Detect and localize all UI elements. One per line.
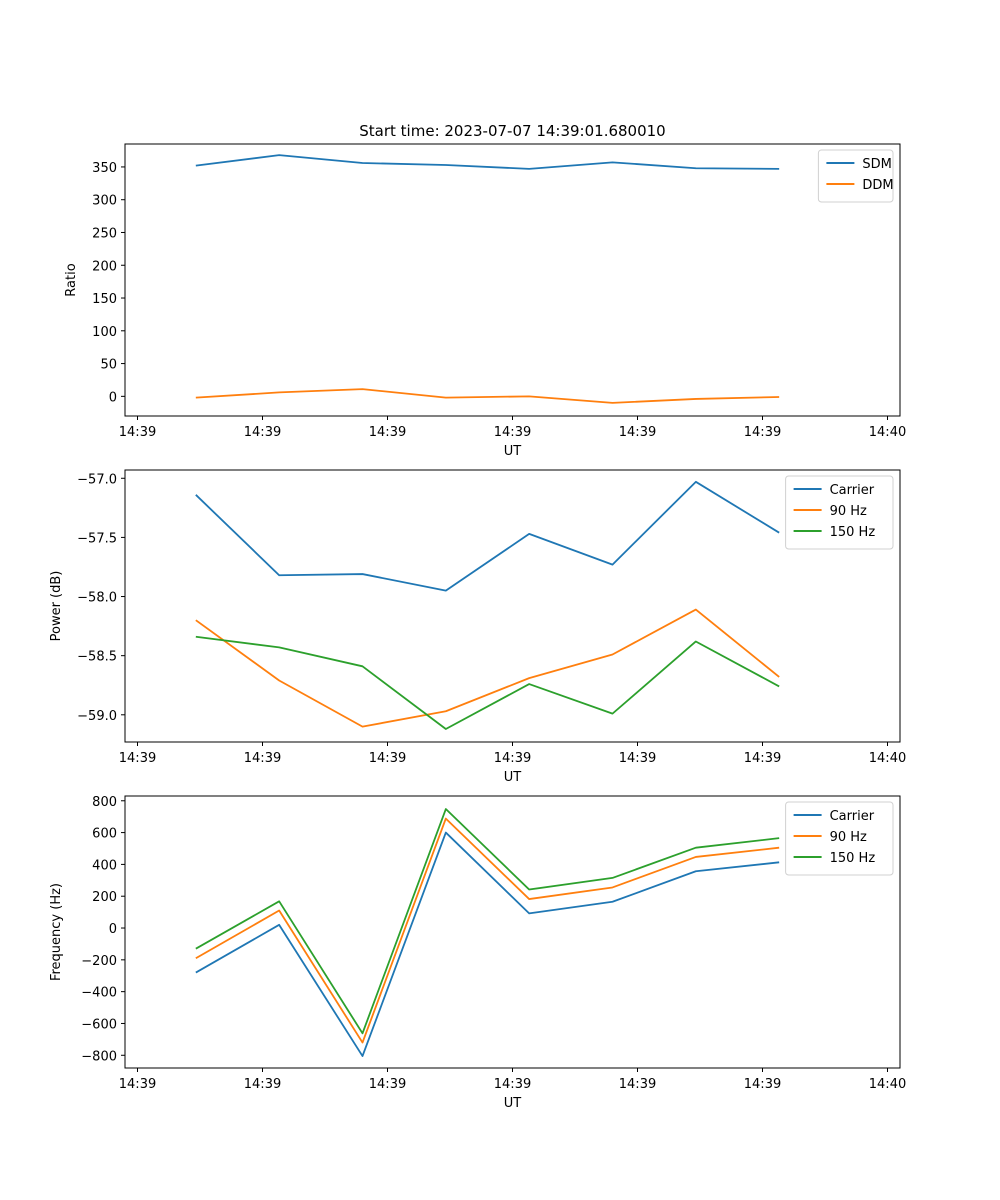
x-tick-label: 14:40 (869, 1077, 906, 1092)
series-line-carrier (195, 831, 780, 1057)
legend-label: 150 Hz (830, 525, 876, 540)
x-tick-label: 14:39 (494, 1077, 531, 1092)
legend-label: 90 Hz (830, 830, 867, 845)
y-tick-label: 100 (92, 325, 117, 340)
legend-label: Carrier (830, 483, 875, 498)
series-line-carrier (195, 480, 780, 592)
x-tick-label: 14:39 (244, 1077, 281, 1092)
y-tick-label: 200 (92, 890, 117, 905)
series-line-sdm (195, 154, 780, 170)
y-tick-label: 150 (92, 292, 117, 307)
x-tick-label: 14:39 (369, 751, 406, 766)
chart-title: Start time: 2023-07-07 14:39:01.680010 (359, 122, 665, 140)
y-tick-label: 400 (92, 858, 117, 873)
y-axis-label: Power (dB) (49, 571, 64, 642)
y-axis-label: Ratio (64, 263, 79, 296)
x-tick-label: 14:39 (619, 751, 656, 766)
legend: Carrier 90 Hz 150 Hz (785, 475, 894, 550)
chart-panel-1: Start time: 2023-07-07 14:39:01.680010 14… (64, 122, 906, 459)
legend-label: DDM (862, 178, 893, 193)
x-tick-label: 14:39 (244, 751, 281, 766)
series-line-150-hz (195, 808, 780, 1035)
x-tick-label: 14:39 (119, 425, 156, 440)
x-tick-label: 14:39 (619, 425, 656, 440)
y-tick-label: 600 (92, 827, 117, 842)
x-tick-label: 14:39 (744, 1077, 781, 1092)
chart-panel-3: 14:39 14:39 14:39 14:39 14:39 14:39 14:40 −800 −… (49, 795, 906, 1111)
y-tick-label: 300 (92, 194, 117, 209)
x-tick-label: 14:40 (869, 751, 906, 766)
legend: Carrier 90 Hz 150 Hz (785, 801, 894, 876)
y-tick-label: 250 (92, 226, 117, 241)
y-tick-label: 0 (109, 922, 117, 937)
chart-panel-2: 14:39 14:39 14:39 14:39 14:39 14:39 14:40 −59.0… (49, 469, 906, 785)
y-tick-label: −400 (81, 986, 117, 1001)
x-tick-label: 14:39 (494, 425, 531, 440)
x-tick-label: 14:39 (119, 751, 156, 766)
x-tick-label: 14:39 (369, 1077, 406, 1092)
legend-label: 90 Hz (830, 504, 867, 519)
x-axis-label: UT (504, 1096, 522, 1111)
y-tick-label: 0 (109, 390, 117, 405)
series-line-90-hz (195, 608, 780, 728)
x-tick-label: 14:39 (369, 425, 406, 440)
x-tick-label: 14:40 (869, 425, 906, 440)
y-tick-label: −59.0 (77, 709, 117, 724)
y-tick-label: −57.5 (77, 531, 117, 546)
x-tick-label: 14:39 (494, 751, 531, 766)
y-tick-label: −58.0 (77, 591, 117, 606)
y-tick-label: 50 (100, 358, 117, 373)
series-line-ddm (195, 388, 780, 404)
y-tick-label: 350 (92, 161, 117, 176)
x-tick-label: 14:39 (119, 1077, 156, 1092)
y-axis-label: Frequency (Hz) (49, 883, 64, 981)
y-tick-label: −600 (81, 1017, 117, 1032)
y-tick-label: 800 (92, 795, 117, 810)
x-tick-label: 14:39 (244, 425, 281, 440)
axes-frame (124, 469, 901, 743)
y-tick-label: −58.5 (77, 650, 117, 665)
series-line-150-hz (195, 635, 780, 730)
legend-label: 150 Hz (830, 851, 876, 866)
y-tick-label: −800 (81, 1049, 117, 1064)
series-line-90-hz (195, 817, 780, 1044)
legend: SDM DDM (817, 149, 894, 203)
y-tick-label: −200 (81, 954, 117, 969)
y-tick-label: 200 (92, 259, 117, 274)
x-tick-label: 14:39 (744, 751, 781, 766)
legend-label: SDM (862, 157, 891, 172)
x-axis-label: UT (504, 770, 522, 785)
x-axis-label: UT (504, 444, 522, 459)
axes-frame (124, 143, 901, 417)
y-tick-label: −57.0 (77, 472, 117, 487)
x-tick-label: 14:39 (744, 425, 781, 440)
x-tick-label: 14:39 (619, 1077, 656, 1092)
legend-label: Carrier (830, 809, 875, 824)
